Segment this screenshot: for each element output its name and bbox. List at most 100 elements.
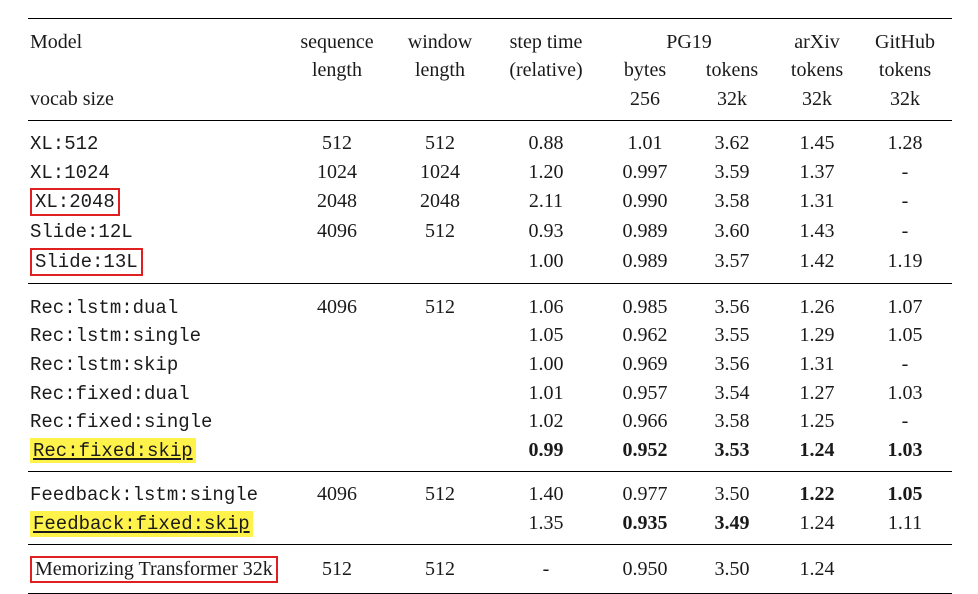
pg19-bytes-cell: 1.01 <box>602 130 688 159</box>
github-cell: 1.03 <box>858 379 952 408</box>
arxiv-cell: 1.31 <box>776 187 858 218</box>
seq-cell <box>284 379 390 408</box>
step-cell: 1.05 <box>490 322 602 351</box>
seq-cell: 4096 <box>284 481 390 510</box>
github-cell: - <box>858 187 952 218</box>
win-cell: 512 <box>390 218 490 247</box>
step-cell: 1.00 <box>490 246 602 277</box>
seq-cell <box>284 509 390 538</box>
arxiv-cell: 1.31 <box>776 350 858 379</box>
step-cell: 1.35 <box>490 509 602 538</box>
table-row: Rec:fixed:single1.020.9663.581.25- <box>28 408 952 437</box>
seq-cell <box>284 322 390 351</box>
win-cell: 512 <box>390 130 490 159</box>
arxiv-cell: 1.27 <box>776 379 858 408</box>
step-cell: 0.93 <box>490 218 602 247</box>
win-cell <box>390 322 490 351</box>
table: Modelsequencewindowstep timePG19arXivGit… <box>28 18 952 594</box>
pg19-tokens-cell: 3.56 <box>688 350 776 379</box>
arxiv-cell: 1.26 <box>776 293 858 322</box>
arxiv-cell: 1.24 <box>776 554 858 584</box>
pg19-tokens-cell: 3.57 <box>688 246 776 277</box>
model-cell: Rec:fixed:dual <box>28 379 284 408</box>
github-cell <box>858 554 952 584</box>
github-cell: - <box>858 218 952 247</box>
table-row: Memorizing Transformer 32k512512-0.9503.… <box>28 554 952 584</box>
pg19-bytes-cell: 0.966 <box>602 408 688 437</box>
step-cell: 1.40 <box>490 481 602 510</box>
header-vocab: vocab size <box>28 85 284 114</box>
table-row: Rec:lstm:dual40965121.060.9853.561.261.0… <box>28 293 952 322</box>
seq-cell: 512 <box>284 130 390 159</box>
github-cell: 1.19 <box>858 246 952 277</box>
pg19-bytes-cell: 0.997 <box>602 158 688 187</box>
step-cell: 1.00 <box>490 350 602 379</box>
arxiv-cell: 1.24 <box>776 509 858 538</box>
github-cell: - <box>858 350 952 379</box>
model-cell: Rec:lstm:skip <box>28 350 284 379</box>
pg19-tokens-cell: 3.53 <box>688 436 776 465</box>
model-cell: Feedback:lstm:single <box>28 481 284 510</box>
seq-cell: 2048 <box>284 187 390 218</box>
step-cell: 0.99 <box>490 436 602 465</box>
model-cell: Rec:fixed:skip <box>28 436 284 465</box>
header-win: window <box>390 28 490 57</box>
win-cell: 1024 <box>390 158 490 187</box>
model-cell: Rec:lstm:single <box>28 322 284 351</box>
win-cell <box>390 246 490 277</box>
pg19-tokens-cell: 3.55 <box>688 322 776 351</box>
model-cell: Slide:13L <box>28 246 284 277</box>
pg19-tokens-cell: 3.60 <box>688 218 776 247</box>
model-cell: Rec:fixed:single <box>28 408 284 437</box>
pg19-bytes-cell: 0.935 <box>602 509 688 538</box>
header-step: step time <box>490 28 602 57</box>
pg19-tokens-cell: 3.56 <box>688 293 776 322</box>
win-cell <box>390 509 490 538</box>
github-cell: - <box>858 408 952 437</box>
seq-cell: 4096 <box>284 218 390 247</box>
pg19-bytes-cell: 0.990 <box>602 187 688 218</box>
pg19-bytes-cell: 0.969 <box>602 350 688 379</box>
table-row: Feedback:lstm:single40965121.400.9773.50… <box>28 481 952 510</box>
step-cell: 1.02 <box>490 408 602 437</box>
header-seq: sequence <box>284 28 390 57</box>
table-row: XL:1024102410241.200.9973.591.37- <box>28 158 952 187</box>
seq-cell <box>284 436 390 465</box>
win-cell <box>390 436 490 465</box>
model-cell: Slide:12L <box>28 218 284 247</box>
pg19-bytes-cell: 0.977 <box>602 481 688 510</box>
table-row: Slide:13L1.000.9893.571.421.19 <box>28 246 952 277</box>
header-github: GitHub <box>858 28 952 57</box>
seq-cell <box>284 350 390 379</box>
header-model: Model <box>28 28 284 57</box>
table-row: Feedback:fixed:skip1.350.9353.491.241.11 <box>28 509 952 538</box>
step-cell: 1.01 <box>490 379 602 408</box>
model-cell: Feedback:fixed:skip <box>28 509 284 538</box>
win-cell: 512 <box>390 293 490 322</box>
seq-cell: 512 <box>284 554 390 584</box>
pg19-bytes-cell: 0.952 <box>602 436 688 465</box>
pg19-bytes-cell: 0.950 <box>602 554 688 584</box>
table-row: Rec:lstm:single1.050.9623.551.291.05 <box>28 322 952 351</box>
seq-cell: 1024 <box>284 158 390 187</box>
step-cell: 1.20 <box>490 158 602 187</box>
github-cell: 1.07 <box>858 293 952 322</box>
seq-cell: 4096 <box>284 293 390 322</box>
arxiv-cell: 1.43 <box>776 218 858 247</box>
model-cell: XL:512 <box>28 130 284 159</box>
arxiv-cell: 1.22 <box>776 481 858 510</box>
seq-cell <box>284 246 390 277</box>
pg19-bytes-cell: 0.985 <box>602 293 688 322</box>
arxiv-cell: 1.29 <box>776 322 858 351</box>
step-cell: 0.88 <box>490 130 602 159</box>
github-cell: 1.05 <box>858 481 952 510</box>
pg19-tokens-cell: 3.54 <box>688 379 776 408</box>
header-pg19: PG19 <box>602 28 776 57</box>
pg19-tokens-cell: 3.62 <box>688 130 776 159</box>
pg19-bytes-cell: 0.989 <box>602 218 688 247</box>
pg19-tokens-cell: 3.59 <box>688 158 776 187</box>
table-row: XL:5125125120.881.013.621.451.28 <box>28 130 952 159</box>
win-cell <box>390 408 490 437</box>
win-cell: 512 <box>390 481 490 510</box>
win-cell: 512 <box>390 554 490 584</box>
